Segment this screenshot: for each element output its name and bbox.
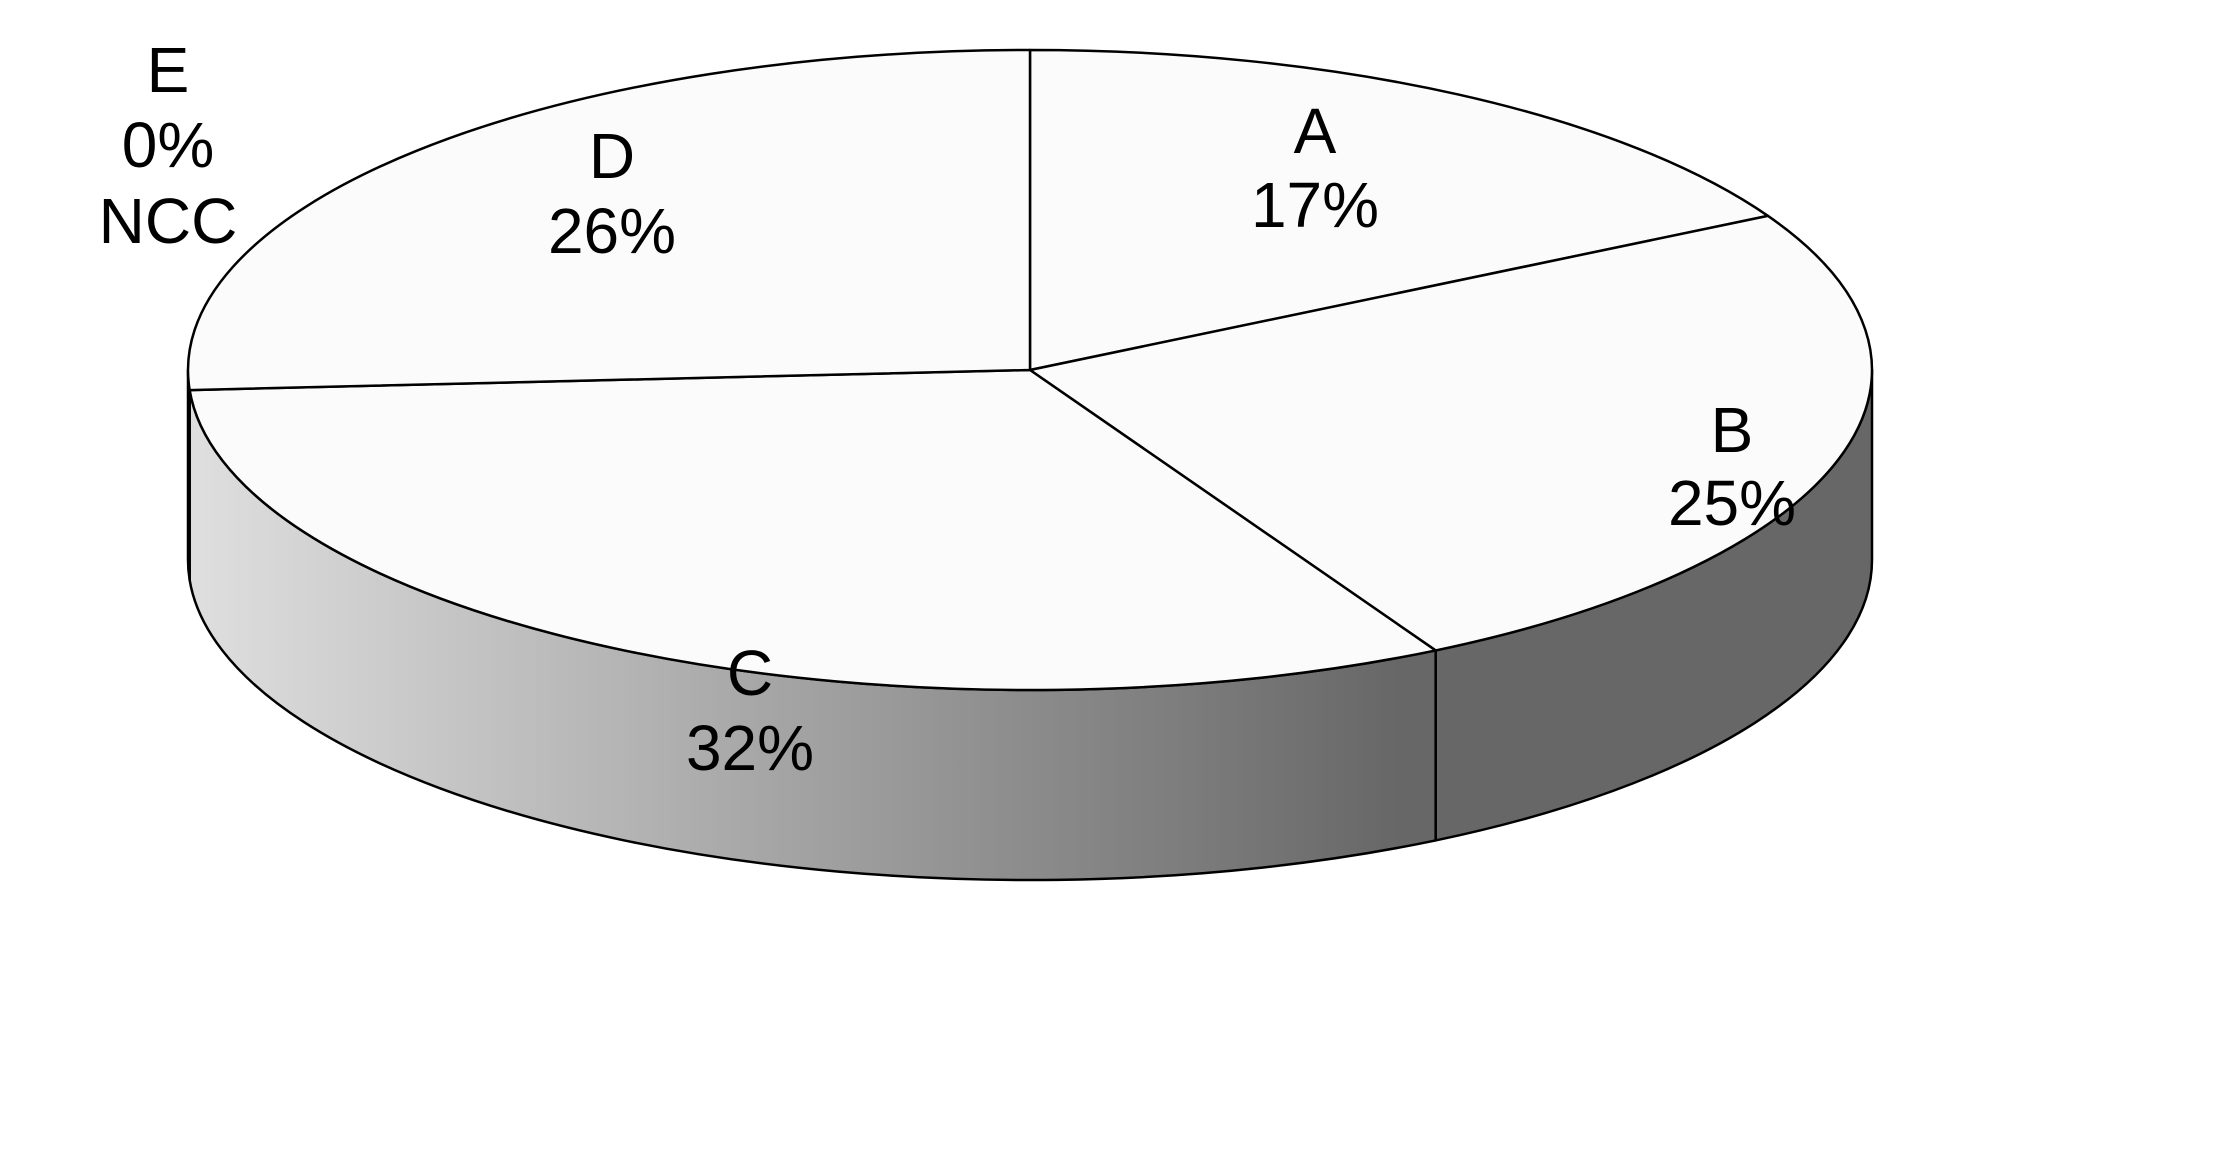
slice-value-d: 26% bbox=[548, 195, 676, 267]
slice-value-c: 32% bbox=[686, 712, 814, 784]
slice-top-b bbox=[1028, 214, 1874, 652]
slice-label-c: C bbox=[727, 637, 773, 709]
pie-top-layer bbox=[186, 48, 1874, 692]
slice-top-a bbox=[1028, 48, 1770, 372]
slice-value-e: 0% bbox=[122, 109, 215, 181]
slice-top-c bbox=[188, 368, 1437, 692]
slice-top-d bbox=[186, 48, 1032, 392]
slice-side-d bbox=[186, 368, 191, 582]
slice-label-d: D bbox=[589, 120, 635, 192]
slice-value-a: 17% bbox=[1251, 169, 1379, 241]
slice-label-b: B bbox=[1711, 394, 1754, 466]
pie-label-layer: A 17% B 25% C 32% D 26% E 0% NCC bbox=[99, 34, 1796, 784]
slice-extra-label-e: NCC bbox=[99, 185, 238, 257]
slice-label-a: A bbox=[1294, 95, 1337, 167]
slice-label-e: E bbox=[147, 34, 190, 106]
slice-value-b: 25% bbox=[1668, 467, 1796, 539]
